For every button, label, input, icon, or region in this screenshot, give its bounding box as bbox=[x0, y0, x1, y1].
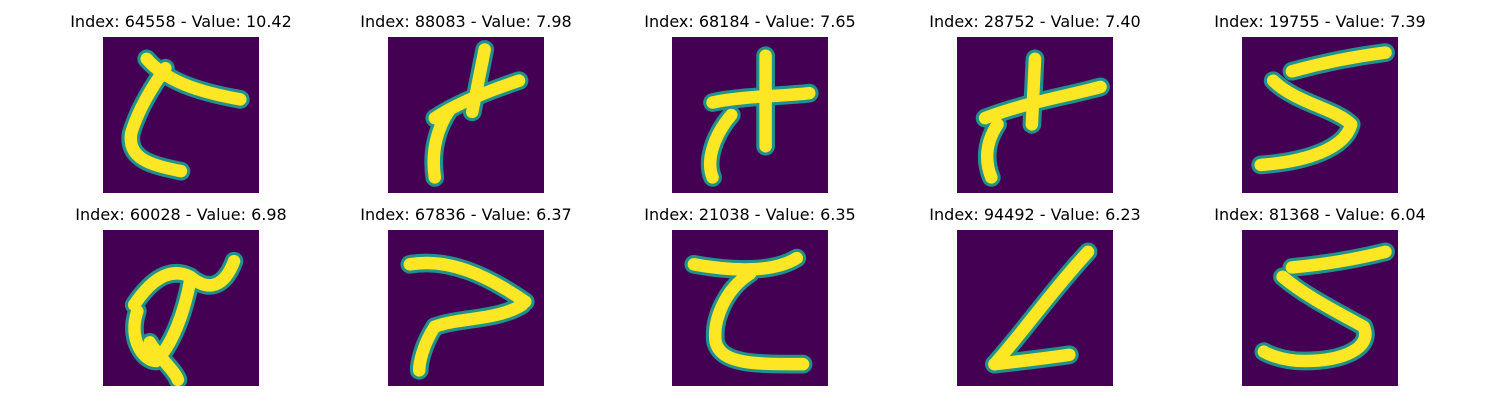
stroke-core bbox=[1254, 74, 1358, 172]
stroke-core bbox=[403, 256, 532, 308]
stroke-glyph-8 bbox=[684, 248, 813, 374]
stroke-glyph-9 bbox=[985, 242, 1098, 374]
stroke-glyph-7 bbox=[400, 253, 535, 380]
stroke-core bbox=[124, 61, 188, 178]
stroke-core bbox=[143, 336, 185, 386]
stroke-core bbox=[706, 86, 816, 109]
stroke-core bbox=[978, 80, 1107, 125]
digit-image bbox=[1242, 230, 1398, 386]
panel-title: Index: 81368 - Value: 6.04 bbox=[1214, 205, 1426, 224]
digit-image bbox=[103, 230, 259, 386]
stroke-core bbox=[1257, 270, 1372, 368]
stroke-core bbox=[988, 245, 1095, 371]
stroke-core bbox=[1025, 52, 1042, 131]
panel-title: Index: 67836 - Value: 6.37 bbox=[360, 205, 572, 224]
digit-image bbox=[388, 230, 544, 386]
panel-title: Index: 28752 - Value: 7.40 bbox=[929, 12, 1141, 31]
panel-title: Index: 64558 - Value: 10.42 bbox=[70, 12, 292, 31]
stroke-core bbox=[427, 102, 457, 184]
stroke-glyph-3 bbox=[700, 46, 819, 187]
stroke-core bbox=[1285, 245, 1392, 274]
digit-image bbox=[957, 230, 1113, 386]
stroke-glyph-6 bbox=[124, 251, 244, 386]
stroke-glyph-2 bbox=[424, 40, 529, 187]
panel-title: Index: 68184 - Value: 7.65 bbox=[644, 12, 856, 31]
stroke-core bbox=[704, 108, 738, 184]
panel-title: Index: 60028 - Value: 6.98 bbox=[75, 205, 287, 224]
digit-image bbox=[672, 37, 828, 193]
stroke-core bbox=[428, 298, 529, 333]
stroke-glyph-10 bbox=[1254, 242, 1395, 371]
stroke-core bbox=[981, 118, 1004, 184]
panel-title: Index: 21038 - Value: 6.35 bbox=[644, 205, 856, 224]
stroke-core bbox=[412, 320, 442, 377]
digit-image bbox=[957, 37, 1113, 193]
digit-image bbox=[388, 37, 544, 193]
stroke-core bbox=[708, 267, 810, 371]
stroke-glyph-5 bbox=[1251, 43, 1395, 175]
stroke-glyph-4 bbox=[975, 49, 1110, 187]
panel-title: Index: 94492 - Value: 6.23 bbox=[929, 205, 1141, 224]
digit-image bbox=[1242, 37, 1398, 193]
digit-image bbox=[103, 37, 259, 193]
panel-title: Index: 88083 - Value: 7.98 bbox=[360, 12, 572, 31]
stroke-core bbox=[988, 348, 1076, 371]
stroke-glyph-1 bbox=[121, 49, 250, 181]
digit-image bbox=[672, 230, 828, 386]
stroke-core bbox=[1285, 46, 1392, 78]
stroke-core bbox=[140, 52, 247, 106]
panel-title: Index: 19755 - Value: 7.39 bbox=[1214, 12, 1426, 31]
